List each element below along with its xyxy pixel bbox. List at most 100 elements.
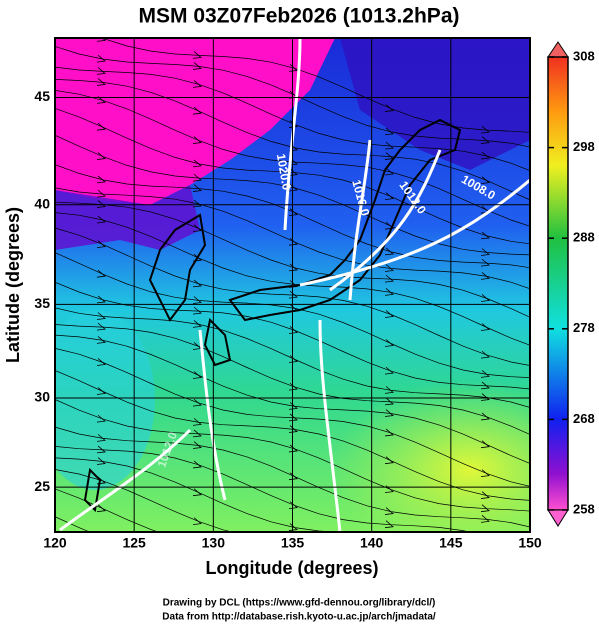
streamline-arrow <box>96 434 106 442</box>
streamline-arrow <box>96 38 106 42</box>
streamline-arrow <box>192 460 202 469</box>
streamline-arrow <box>384 397 394 406</box>
streamline <box>55 281 530 390</box>
streamline-arrow <box>192 320 202 328</box>
streamline <box>55 348 530 487</box>
streamline-arrow <box>384 192 394 201</box>
y-tick-label: 35 <box>34 295 50 311</box>
streamline-arrow <box>192 517 202 526</box>
streamline-arrow <box>192 51 202 59</box>
streamline <box>55 134 530 256</box>
streamline-arrow <box>384 274 394 283</box>
streamline-arrow <box>192 306 202 315</box>
field <box>55 38 530 619</box>
colorbar-max-arrow <box>547 41 569 58</box>
streamline-arrow <box>480 370 490 378</box>
streamline-arrow <box>384 339 394 347</box>
streamline-arrow <box>96 54 106 63</box>
x-tick-label: 145 <box>439 535 463 551</box>
streamline-arrow <box>480 350 490 359</box>
streamline-arrow <box>384 167 394 176</box>
colorbar-tick-label: 278 <box>573 320 595 335</box>
cool-region <box>55 310 155 490</box>
streamline-arrow <box>480 125 490 134</box>
streamline-arrow <box>192 398 202 407</box>
streamline-arrow <box>192 184 202 192</box>
colorbar-tick-label: 308 <box>573 48 595 63</box>
streamline <box>55 108 530 245</box>
streamline-arrow <box>481 588 489 595</box>
streamline <box>55 164 530 269</box>
streamline-arrow <box>480 412 490 421</box>
streamline-arrow <box>384 127 394 136</box>
streamline <box>55 446 471 532</box>
streamline <box>55 212 530 346</box>
streamline <box>55 457 339 532</box>
streamline-arrow <box>97 534 105 541</box>
streamline-arrow <box>480 393 490 401</box>
y-axis-label: Latitude (degrees) <box>3 207 23 363</box>
colorbar-tick-label: 258 <box>573 501 595 516</box>
streamline-arrow <box>480 491 490 499</box>
streamline-arrow <box>192 62 202 70</box>
streamline-arrow <box>96 387 106 395</box>
streamline-arrow <box>96 322 106 331</box>
cold-region <box>55 185 200 250</box>
streamline-arrow <box>96 336 106 344</box>
streamline-arrow <box>192 224 202 233</box>
streamline-arrow <box>96 215 106 224</box>
streamline <box>55 227 530 366</box>
streamline-arrow <box>192 199 202 208</box>
streamline-arrow <box>96 240 106 249</box>
streamline-arrow <box>96 269 106 278</box>
coastline <box>83 118 462 513</box>
streamline-arrow <box>384 221 394 230</box>
streamline-arrow <box>480 469 490 478</box>
streamline <box>55 334 530 464</box>
contour-label: 1020.0 <box>274 153 294 192</box>
x-tick-label: 125 <box>122 535 146 551</box>
streamline-arrow <box>96 67 106 75</box>
streamline-arrow <box>96 358 106 366</box>
streamline-arrow <box>481 558 489 565</box>
y-tick-label: 25 <box>34 478 50 494</box>
colorbar-min-arrow <box>547 509 569 527</box>
streamline-arrow <box>384 247 394 256</box>
x-tick-label: 135 <box>281 535 305 551</box>
streamline <box>55 488 160 532</box>
streamline-arrow <box>192 488 202 497</box>
streamline <box>55 187 530 290</box>
streamline-arrow <box>192 136 202 144</box>
streamline-arrow <box>192 106 202 115</box>
streamline-arrow <box>96 445 106 454</box>
isobars <box>59 38 530 532</box>
x-tick-label: 120 <box>43 535 67 551</box>
streamline-arrow <box>192 173 202 182</box>
streamline-arrow <box>96 414 106 423</box>
title: MSM 03Z07Feb2026 (1013.2hPa) <box>139 5 460 28</box>
streamline-arrow <box>192 80 202 88</box>
streamline-arrow <box>480 440 490 449</box>
streamline-arrow <box>192 371 202 379</box>
streamline-arrow <box>96 78 106 86</box>
streamline-arrow <box>384 507 394 515</box>
streamline <box>55 252 530 379</box>
streamline-arrow <box>384 141 394 150</box>
x-tick-label: 150 <box>518 535 542 551</box>
streamline-arrow <box>385 574 393 581</box>
streamline-arrow <box>480 381 490 390</box>
streamline-arrow <box>192 159 202 168</box>
colorbar-tick-label: 288 <box>573 230 595 245</box>
streamline-arrow <box>384 288 394 296</box>
streamline-arrow <box>482 531 483 532</box>
streamline-arrow <box>481 612 489 619</box>
streamline-arrow <box>384 386 394 394</box>
streamline-arrow <box>192 279 202 288</box>
streamline-arrow <box>192 418 202 426</box>
x-tick-label: 140 <box>360 535 384 551</box>
colorbar-tick-label: 298 <box>573 139 595 154</box>
streamline <box>55 469 234 532</box>
streamline-arrow <box>480 294 490 302</box>
streamline-arrow <box>96 200 106 208</box>
